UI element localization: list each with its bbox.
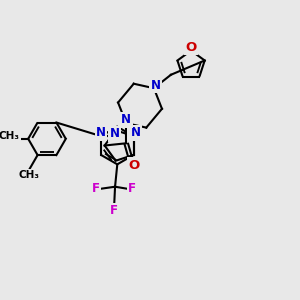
Text: N: N [110,128,120,140]
Text: O: O [185,40,197,53]
Text: F: F [110,204,118,218]
Text: O: O [129,159,140,172]
Text: F: F [128,182,136,196]
Text: CH₃: CH₃ [0,131,20,141]
Text: N: N [121,113,131,127]
Text: N: N [96,127,106,140]
Text: N: N [151,79,161,92]
Text: N: N [131,127,141,140]
Text: F: F [92,182,100,196]
Text: N: N [129,127,139,140]
Text: CH₃: CH₃ [19,170,40,180]
